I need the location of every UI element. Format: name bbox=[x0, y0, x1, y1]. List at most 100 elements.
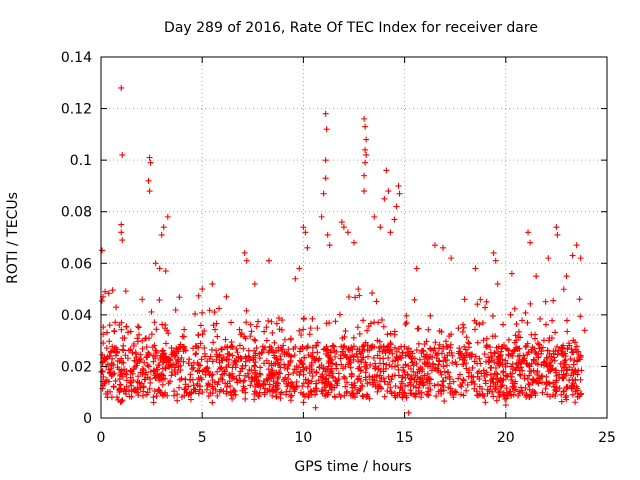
density-point bbox=[502, 363, 509, 370]
density-point bbox=[387, 330, 394, 337]
density-point bbox=[511, 347, 518, 354]
density-point bbox=[214, 392, 221, 399]
density-point bbox=[174, 369, 181, 376]
roti-point bbox=[361, 188, 368, 195]
density-point bbox=[562, 372, 569, 379]
density-point bbox=[175, 363, 182, 370]
density-point bbox=[251, 396, 258, 403]
density-point bbox=[227, 389, 234, 396]
density-point bbox=[505, 351, 512, 358]
density-point bbox=[507, 388, 514, 395]
density-point bbox=[281, 364, 288, 371]
density-point bbox=[566, 342, 573, 349]
roti-point bbox=[405, 409, 412, 416]
density-point bbox=[522, 343, 529, 350]
density-point bbox=[518, 359, 525, 366]
density-point bbox=[309, 344, 316, 351]
density-point bbox=[211, 309, 218, 316]
density-point bbox=[205, 381, 212, 388]
density-point bbox=[436, 327, 443, 334]
density-point bbox=[293, 378, 300, 385]
density-point bbox=[149, 344, 156, 351]
density-point bbox=[329, 370, 336, 377]
density-point bbox=[416, 356, 423, 363]
density-point bbox=[109, 343, 116, 350]
density-point bbox=[181, 343, 188, 350]
density-point bbox=[253, 373, 260, 380]
density-point bbox=[299, 361, 306, 368]
density-point bbox=[251, 362, 258, 369]
density-point bbox=[408, 355, 415, 362]
density-point bbox=[130, 341, 137, 348]
density-point bbox=[296, 372, 303, 379]
density-point bbox=[435, 388, 442, 395]
density-point bbox=[539, 372, 546, 379]
density-point bbox=[531, 388, 538, 395]
density-point bbox=[362, 376, 369, 383]
roti-point bbox=[199, 286, 206, 293]
roti-point bbox=[147, 159, 154, 166]
density-point bbox=[255, 318, 262, 325]
density-point bbox=[225, 351, 232, 358]
density-point bbox=[525, 381, 532, 388]
roti-point bbox=[502, 402, 509, 409]
density-point bbox=[291, 352, 298, 359]
density-point bbox=[575, 354, 582, 361]
density-point bbox=[325, 352, 332, 359]
density-point bbox=[231, 387, 238, 394]
density-point bbox=[352, 294, 359, 301]
density-point bbox=[285, 380, 292, 387]
density-point bbox=[216, 352, 223, 359]
density-point bbox=[239, 365, 246, 372]
density-point bbox=[544, 380, 551, 387]
density-point bbox=[432, 364, 439, 371]
density-point bbox=[550, 350, 557, 357]
density-point bbox=[118, 359, 125, 366]
density-point bbox=[247, 382, 254, 389]
density-point bbox=[134, 323, 141, 330]
density-point bbox=[366, 395, 373, 402]
density-point bbox=[419, 366, 426, 373]
density-point bbox=[206, 307, 213, 314]
density-point bbox=[458, 391, 465, 398]
density-point bbox=[403, 319, 410, 326]
density-point bbox=[452, 388, 459, 395]
density-point bbox=[348, 344, 355, 351]
density-point bbox=[309, 373, 316, 380]
density-point bbox=[543, 373, 550, 380]
density-point bbox=[399, 374, 406, 381]
density-point bbox=[192, 310, 199, 317]
density-point bbox=[116, 376, 123, 383]
density-point bbox=[442, 338, 449, 345]
roti-point bbox=[338, 219, 345, 226]
density-point bbox=[458, 351, 465, 358]
roti-point bbox=[102, 288, 109, 295]
roti-point bbox=[393, 203, 400, 210]
density-point bbox=[364, 327, 371, 334]
density-point bbox=[481, 370, 488, 377]
density-point bbox=[570, 380, 577, 387]
roti-point bbox=[351, 239, 357, 246]
density-point bbox=[228, 339, 235, 346]
density-point bbox=[136, 358, 143, 365]
density-point bbox=[476, 355, 483, 362]
density-point bbox=[403, 394, 410, 401]
density-point bbox=[237, 331, 244, 338]
density-point bbox=[532, 331, 539, 338]
density-point bbox=[460, 321, 467, 328]
density-point bbox=[247, 321, 254, 328]
density-point bbox=[114, 364, 121, 371]
density-point bbox=[577, 313, 584, 320]
density-point bbox=[473, 320, 480, 327]
density-point bbox=[488, 388, 495, 395]
density-point bbox=[237, 368, 244, 375]
density-point bbox=[145, 349, 152, 356]
density-point bbox=[535, 374, 542, 381]
density-point bbox=[159, 321, 166, 328]
density-point bbox=[519, 317, 526, 324]
density-point bbox=[509, 361, 516, 368]
density-point bbox=[159, 365, 166, 372]
density-point bbox=[328, 365, 335, 372]
density-point bbox=[459, 328, 466, 335]
